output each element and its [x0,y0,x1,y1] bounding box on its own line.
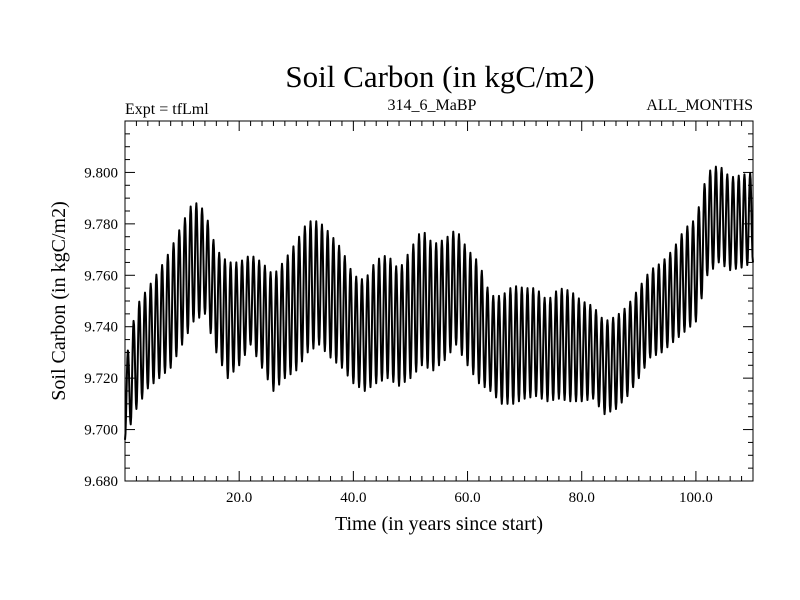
chart-title: Soil Carbon (in kgC/m2) [285,59,594,94]
x-tick-label: 20.0 [226,490,252,506]
x-tick-label: 60.0 [454,490,480,506]
x-tick-label: 100.0 [679,490,713,506]
subtitle-left: Expt = tfLml [125,101,209,118]
y-tick-label: 9.780 [84,217,118,233]
y-tick-label: 9.800 [84,165,118,181]
series-line [124,165,754,440]
y-tick-label: 9.700 [84,423,118,439]
subtitle-center: 314_6_MaBP [388,97,477,114]
subtitle-right: ALL_MONTHS [646,97,753,114]
x-tick-label: 80.0 [569,490,595,506]
x-axis-label: Time (in years since start) [335,513,543,535]
x-tick-label: 40.0 [340,490,366,506]
y-tick-label: 9.760 [84,268,118,284]
series-layer [124,165,754,440]
y-axis-label: Soil Carbon (in kgC/m2) [48,201,70,400]
ticks-layer: 20.0 40.0 60.0 80.0 100.0 9.680 9.700 9.720 9.74… [84,120,754,506]
y-tick-label: 9.740 [84,320,118,336]
y-tick-label: 9.680 [84,474,118,490]
plot-frame [124,120,754,482]
y-tick-label: 9.720 [84,371,118,387]
